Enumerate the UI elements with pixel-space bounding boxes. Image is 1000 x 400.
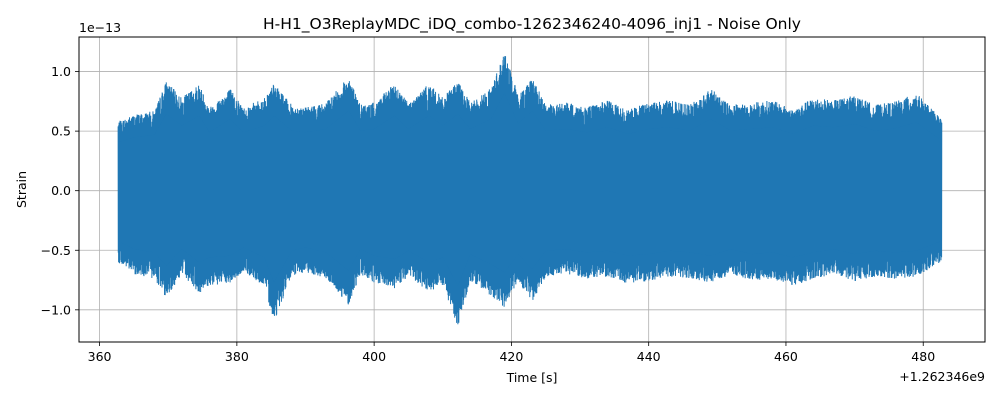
y-tick-label: −0.5 [41,243,71,258]
x-axis-label: Time [s] [506,370,558,385]
strain-series-core [118,93,942,286]
x-tick-label: 460 [774,349,798,364]
x-tick-label: 420 [499,349,523,364]
x-tick-label: 480 [911,349,935,364]
y-axis-scale-label: 1e−13 [79,20,121,35]
plot-frame [78,36,986,343]
tick-layer: 360 380 400 420 440 460 480 −1.0 −0.5 0.0 0.5 1.0 [41,64,936,364]
x-axis-offset-label: +1.262346e9 [899,369,985,384]
x-tick-label: 440 [637,349,661,364]
data-layer [117,56,943,325]
x-tick-label: 400 [362,349,386,364]
chart-title: H-H1_O3ReplayMDC_iDQ_combo-1262346240-40… [263,15,801,34]
y-axis-label: Strain [14,171,29,208]
y-tick-label: 0.0 [51,183,71,198]
x-tick-label: 360 [88,349,112,364]
x-tick-label: 380 [225,349,249,364]
y-tick-label: −1.0 [41,302,71,317]
y-tick-label: 0.5 [51,124,71,139]
y-tick-label: 1.0 [51,64,71,79]
